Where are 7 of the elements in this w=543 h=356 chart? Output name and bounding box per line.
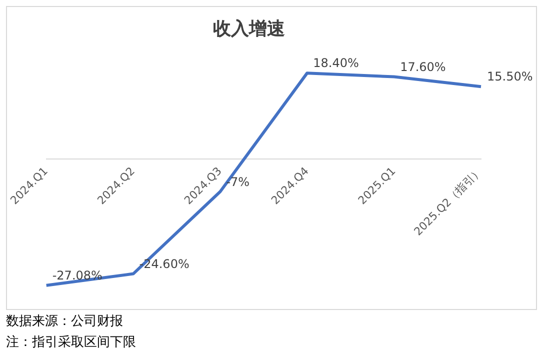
source-note: 数据来源：公司财报 — [6, 313, 124, 331]
text: 注：指引采取区间下限 — [6, 334, 136, 352]
data-label: -27.08% — [52, 268, 102, 282]
chart-title: 收入增速 — [213, 18, 285, 40]
data-label: 15.50% — [487, 70, 533, 84]
data-label: 17.60% — [400, 60, 446, 74]
data-label: 18.40% — [313, 56, 359, 70]
